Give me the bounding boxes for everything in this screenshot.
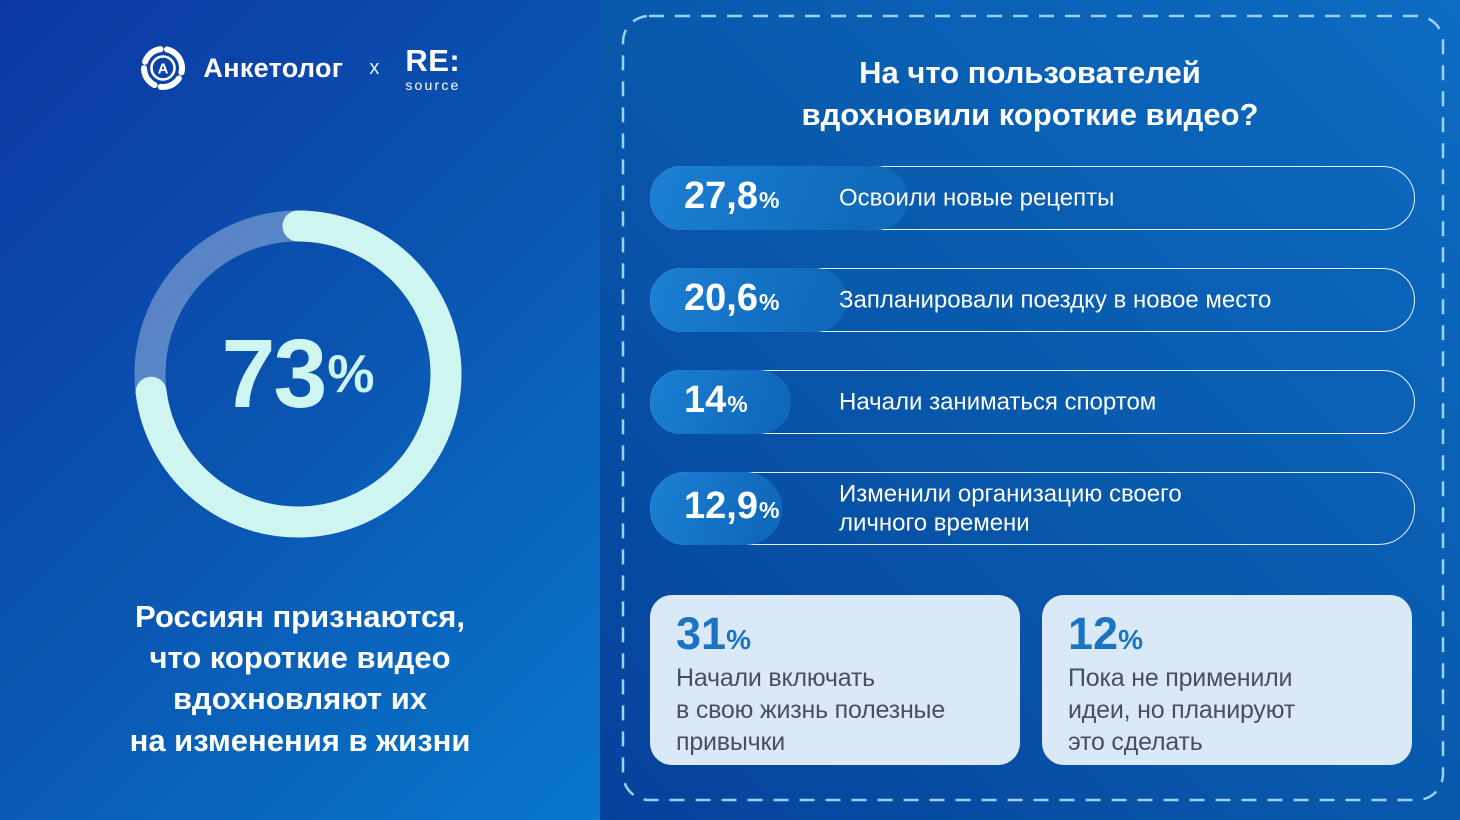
brand-name: Анкетолог — [203, 52, 344, 83]
bar-label: Освоили новые рецепты — [839, 184, 1115, 212]
bar-value-unit: % — [758, 187, 780, 213]
card-text: Начали включать в свою жизнь полезные пр… — [676, 664, 946, 756]
summary-cards: 31% Начали включать в свою жизнь полезны… — [650, 595, 1412, 765]
bar-value: 20,6 — [684, 277, 758, 319]
donut-chart: 73 % — [130, 206, 466, 542]
stat-bar-recipes: 27,8 % Освоили новые рецепты — [650, 166, 1415, 230]
bar-value-unit: % — [727, 391, 748, 417]
left-caption: Россиян признаются, что короткие видео в… — [129, 599, 471, 758]
dashed-border — [621, 14, 1445, 802]
donut-value-number: 73 — [221, 319, 327, 428]
card-plans: 12% Пока не применили идеи, но планируют… — [1042, 595, 1412, 765]
resource-logo-bottom: source — [405, 76, 461, 93]
donut-value: 73 % — [130, 206, 466, 542]
bar-value-unit: % — [758, 497, 780, 523]
bar-label: Изменили организацию своего личного врем… — [839, 480, 1182, 537]
card-value-number: 31 — [676, 608, 727, 659]
logo-letter: A — [158, 61, 169, 78]
brand-separator: x — [369, 56, 380, 79]
donut-svg — [134, 210, 462, 538]
card-value-unit: % — [1118, 624, 1143, 655]
anketolog-logo-icon: A — [141, 46, 186, 90]
stat-bar-time-management: 12,9 % Изменили организацию своего лично… — [650, 472, 1415, 545]
bar-value: 14 — [684, 379, 727, 421]
bar-fill: 20,6 % — [650, 268, 847, 332]
donut-progress-arc — [134, 210, 462, 538]
bar-fill: 12,9 % — [650, 472, 782, 545]
stat-bar-travel: 20,6 % Запланировали поездку в новое мес… — [650, 268, 1415, 332]
resource-logo: RE: source — [405, 45, 460, 92]
donut-value-unit: % — [327, 344, 375, 404]
card-value: 31% — [676, 611, 994, 656]
card-value-number: 12 — [1068, 608, 1119, 659]
card-text: Пока не применили идеи, но планируют это… — [1068, 664, 1295, 756]
bar-value-unit: % — [758, 289, 780, 315]
bar-label: Запланировали поездку в новое место — [839, 286, 1272, 314]
resource-logo-top: RE: — [405, 42, 461, 78]
bar-fill: 27,8 % — [650, 166, 908, 230]
brand-logos: A Анкетолог x RE: source — [0, 40, 600, 96]
card-habits: 31% Начали включать в свою жизнь полезны… — [650, 595, 1020, 765]
survey-title: На что пользователей вдохновили короткие… — [801, 55, 1259, 132]
bar-value: 27,8 — [684, 175, 758, 217]
left-section: A Анкетолог x RE: source 73 % Россиян пр… — [0, 0, 600, 820]
bar-chart: 27,8 % Освоили новые рецепты 20,6 % Запл… — [650, 166, 1415, 583]
bar-label: Начали заниматься спортом — [839, 388, 1157, 416]
bar-value: 12,9 — [684, 485, 758, 527]
bar-fill: 14 % — [650, 370, 791, 434]
card-value: 12% — [1068, 611, 1386, 656]
stat-bar-sport: 14 % Начали заниматься спортом — [650, 370, 1415, 434]
card-value-unit: % — [726, 624, 751, 655]
survey-section: На что пользователей вдохновили короткие… — [600, 0, 1460, 820]
